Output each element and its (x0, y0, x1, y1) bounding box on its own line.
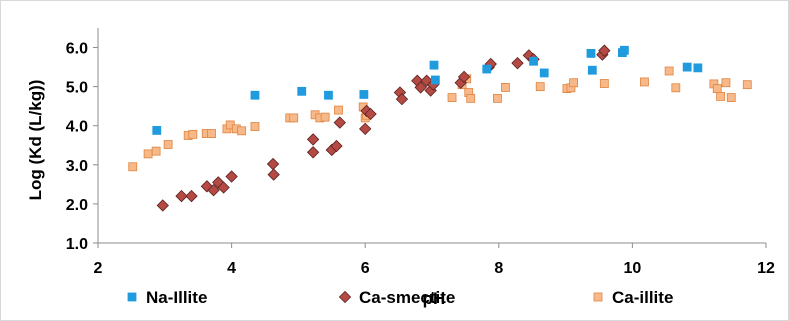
data-point (447, 93, 457, 102)
y-tick-label: 2.0 (66, 197, 88, 214)
data-points (128, 44, 752, 212)
data-point (330, 139, 343, 153)
x-tick-label: 12 (757, 260, 775, 277)
data-point (217, 181, 230, 194)
legend-marker-ca-illite (593, 292, 603, 302)
data-point (712, 84, 722, 93)
data-point (482, 64, 492, 74)
data-point (143, 149, 153, 159)
data-point (721, 78, 731, 88)
x-tick-label: 6 (361, 260, 370, 277)
data-point (364, 107, 377, 121)
x-tick-label: 4 (227, 260, 236, 277)
data-point (429, 60, 439, 70)
legend-marker-na-illite (127, 292, 137, 302)
y-tick-label: 6.0 (66, 41, 88, 58)
data-point (163, 140, 173, 149)
data-point (599, 79, 609, 88)
data-point (493, 93, 502, 103)
data-point (175, 189, 188, 203)
data-point (359, 90, 369, 99)
data-point (529, 56, 538, 66)
data-point (324, 90, 333, 100)
data-point (742, 80, 752, 90)
data-point (128, 162, 138, 172)
data-point (267, 168, 280, 181)
data-point (152, 126, 162, 135)
x-tick-label: 8 (494, 260, 503, 277)
y-tick-label: 4.0 (66, 119, 88, 136)
data-point (640, 77, 649, 87)
x-axis-title: pH (423, 289, 446, 308)
legend-label-ca-smectite: Ca-smectite (359, 288, 455, 307)
data-point (225, 170, 238, 183)
data-point (726, 93, 736, 102)
data-point (185, 189, 198, 203)
data-point (664, 66, 674, 76)
data-point (619, 45, 629, 55)
data-point (671, 83, 681, 93)
y-tick-label: 5.0 (66, 80, 88, 97)
legend-label-na-illite: Na-Illite (146, 288, 207, 307)
axes (93, 28, 767, 248)
data-point (587, 65, 597, 75)
x-tick-label: 2 (94, 260, 103, 277)
data-point (457, 70, 471, 84)
data-point (207, 129, 216, 138)
data-point (586, 49, 596, 58)
data-point (306, 133, 320, 146)
data-point (693, 63, 703, 73)
data-point (320, 112, 330, 122)
tick-labels: 2 4 6 8 10 12 1.0 2.0 3.0 4.0 5.0 6.0 (66, 41, 775, 277)
data-point (395, 92, 409, 106)
data-point (414, 81, 427, 94)
y-axis-title: Log (Kd (L/kg)) (26, 80, 45, 201)
x-tick-label: 10 (624, 260, 642, 277)
series-na-illite (152, 45, 703, 135)
data-point (535, 82, 545, 92)
data-point (682, 62, 692, 72)
data-point (334, 105, 343, 115)
data-point (511, 57, 524, 70)
data-point (466, 93, 476, 103)
data-point (250, 122, 260, 131)
data-point (569, 78, 579, 88)
data-point (598, 44, 611, 57)
data-point (501, 83, 510, 92)
legend-label-ca-illite: Ca-illite (612, 288, 673, 307)
data-point (522, 49, 536, 62)
data-point (306, 146, 320, 159)
data-point (297, 86, 307, 96)
legend-marker-ca-smectite (338, 290, 352, 304)
data-point (333, 116, 346, 129)
y-tick-label: 1.0 (66, 236, 88, 253)
data-point (539, 68, 549, 78)
data-point (237, 126, 247, 136)
data-point (716, 92, 725, 101)
data-point (289, 113, 299, 123)
data-point (359, 122, 372, 136)
series-ca-smectite (156, 44, 611, 212)
y-tick-label: 3.0 (66, 158, 88, 175)
legend: Na-Illite Ca-smectite Ca-illite (127, 288, 673, 307)
data-point (188, 129, 198, 139)
data-point (250, 90, 260, 100)
data-point (151, 146, 161, 156)
data-point (207, 184, 220, 197)
data-point (156, 199, 169, 212)
data-point (266, 157, 280, 171)
data-point (430, 75, 440, 85)
series-ca-illite (128, 66, 752, 172)
